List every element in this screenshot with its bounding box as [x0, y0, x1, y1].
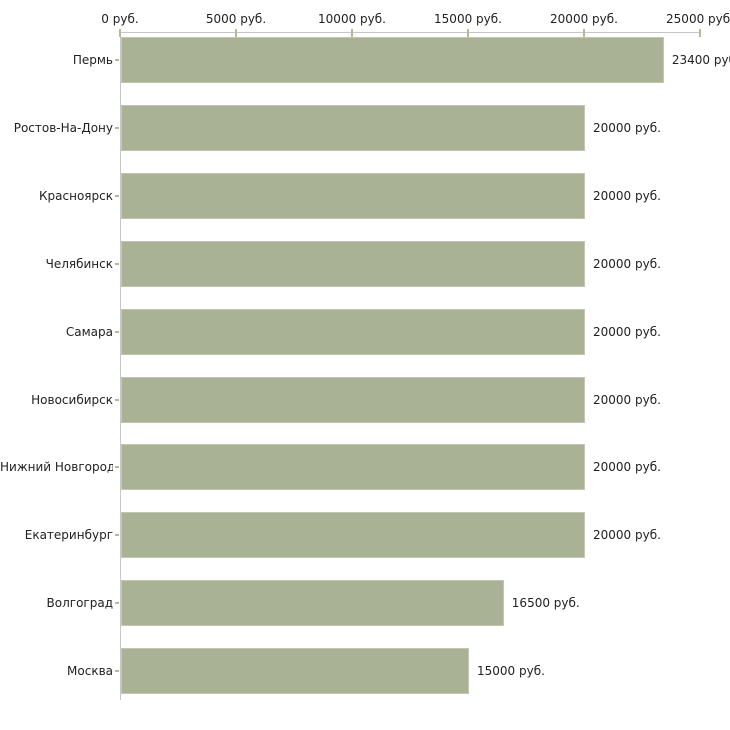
value-label: 20000 руб. [593, 188, 661, 203]
category-label: Волгоград [46, 596, 113, 611]
category-label: Самара [65, 324, 113, 339]
category-label: Красноярск [39, 188, 113, 203]
y-axis-tick [115, 398, 119, 401]
x-axis-tick-label: 25000 руб. [666, 12, 730, 26]
x-axis-tick-label: 5000 руб. [205, 12, 267, 26]
chart-row: Волгоград 16500 руб. [0, 569, 730, 637]
chart-row: Екатеринбург 20000 руб. [0, 501, 730, 569]
x-axis-tick [583, 29, 585, 37]
value-label: 20000 руб. [593, 528, 661, 543]
chart-row: Москва 15000 руб. [0, 637, 730, 705]
x-axis-tick [119, 29, 121, 37]
category-label: Челябинск [45, 256, 113, 271]
y-axis-line [120, 32, 121, 700]
bar-9 [121, 648, 469, 695]
x-axis-tick-label: 0 руб. [101, 12, 139, 26]
bar-2 [121, 172, 585, 219]
bar-zone: 20000 руб. [119, 501, 730, 569]
bar-4 [121, 308, 585, 355]
y-axis-tick [115, 59, 119, 61]
y-axis-tick [115, 330, 119, 333]
bar-3 [121, 240, 585, 287]
y-axis-tick [115, 670, 119, 673]
y-axis-tick [115, 466, 119, 469]
category-label: Ростов-На-Дону [13, 120, 113, 135]
y-axis-tick [115, 534, 119, 537]
bar-zone: 23400 руб. [119, 26, 730, 94]
y-axis-tick [115, 602, 119, 605]
bar-zone: 20000 руб. [119, 162, 730, 230]
x-axis-tick [351, 29, 353, 37]
bar-zone: 15000 руб. [119, 637, 730, 705]
value-label: 20000 руб. [593, 256, 661, 271]
value-label: 20000 руб. [593, 324, 661, 339]
category-label: Нижний Новгород [0, 460, 113, 475]
x-axis-tick [235, 29, 237, 37]
x-axis-tick-label: 15000 руб. [434, 12, 502, 26]
chart-row: Нижний Новгород 20000 руб. [0, 433, 730, 501]
value-label: 16500 руб. [511, 596, 580, 611]
value-label: 20000 руб. [593, 120, 661, 135]
bar-zone: 20000 руб. [119, 94, 730, 162]
category-label: Москва [67, 664, 113, 679]
chart-row: Новосибирск 20000 руб. [0, 366, 730, 434]
category-label: Новосибирск [31, 392, 113, 407]
x-axis-tick-label: 10000 руб. [318, 12, 386, 26]
bar-1 [121, 104, 585, 151]
value-label: 15000 руб. [477, 664, 545, 679]
bar-zone: 16500 руб. [119, 569, 730, 637]
y-axis-tick [115, 126, 119, 129]
value-label: 20000 руб. [593, 392, 661, 407]
bar-6 [121, 444, 585, 491]
bar-0 [121, 37, 664, 83]
value-label: 23400 руб. [671, 53, 730, 67]
x-axis-tick [467, 29, 469, 37]
chart-row: Самара 20000 руб. [0, 298, 730, 366]
x-axis-tick-label: 20000 руб. [550, 12, 618, 26]
bar-7 [121, 512, 585, 559]
y-axis-tick [115, 194, 119, 197]
chart-row: Челябинск 20000 руб. [0, 230, 730, 298]
x-axis-line [120, 32, 701, 33]
bar-zone: 20000 руб. [119, 230, 730, 298]
category-label: Пермь [72, 53, 113, 67]
y-axis-tick [115, 262, 119, 265]
bar-zone: 20000 руб. [119, 366, 730, 434]
value-label: 20000 руб. [593, 460, 661, 475]
chart-row: Пермь 23400 руб. [0, 26, 730, 94]
bar-zone: 20000 руб. [119, 433, 730, 501]
chart-row: Ростов-На-Дону 20000 руб. [0, 94, 730, 162]
category-label: Екатеринбург [24, 528, 113, 543]
x-axis-tick [699, 29, 701, 37]
chart-row: Красноярск 20000 руб. [0, 162, 730, 230]
bar-8 [121, 580, 504, 627]
bar-zone: 20000 руб. [119, 298, 730, 366]
bar-5 [121, 376, 585, 423]
